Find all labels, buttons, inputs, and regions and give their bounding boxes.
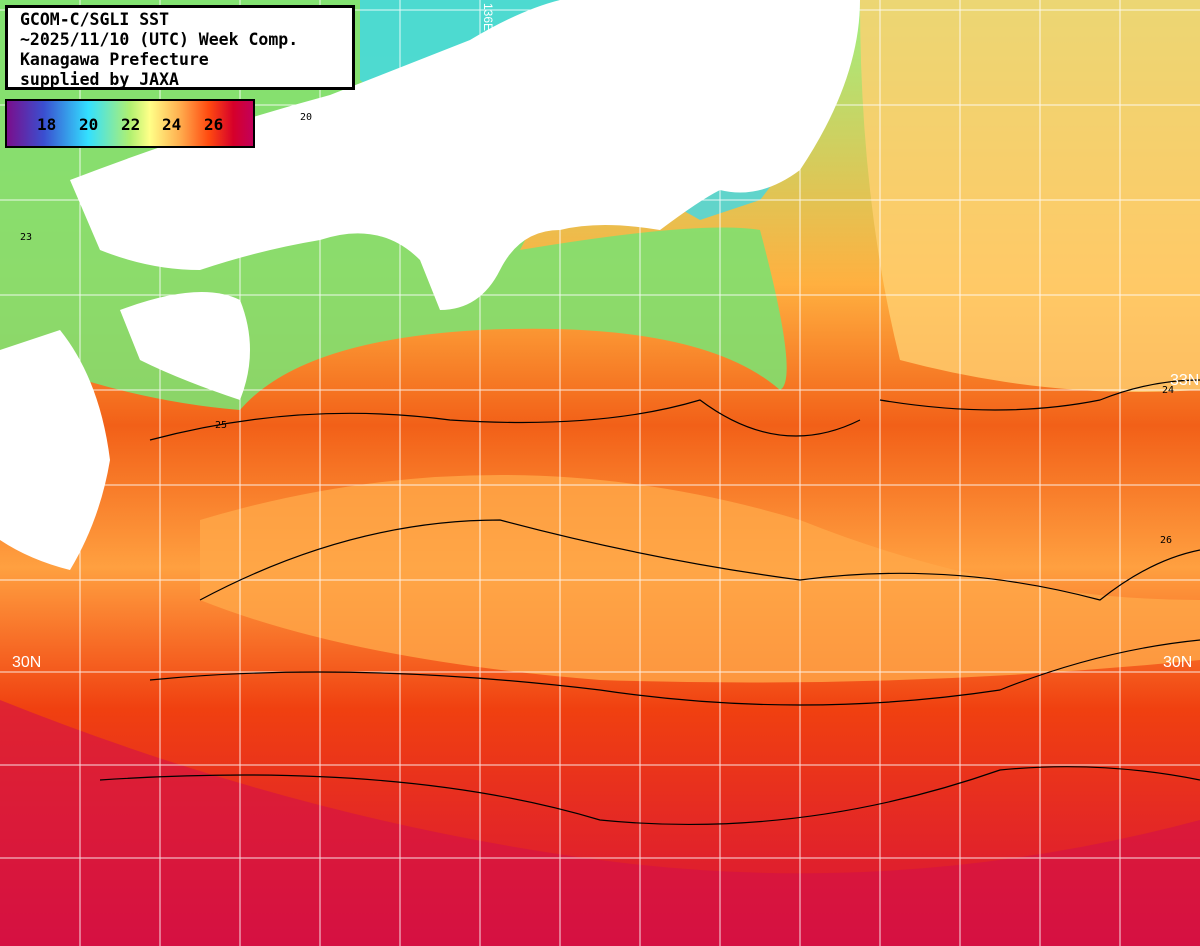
contour-label: 26 — [1160, 535, 1173, 546]
colorbar-tick: 26 — [204, 115, 224, 134]
info-date: ~2025/11/10 (UTC) Week Comp. — [20, 30, 299, 49]
warm-core-band — [200, 475, 1200, 683]
warm-south-region — [0, 700, 1200, 946]
land-honshu — [70, 0, 860, 310]
colorbar-tick: 22 — [121, 115, 141, 134]
info-credit: supplied by JAXA — [20, 70, 179, 89]
info-region: Kanagawa Prefecture — [20, 50, 209, 69]
isotherm-contours — [99, 379, 1200, 826]
cool-northeast-region — [860, 0, 1200, 392]
land-shikoku — [120, 292, 250, 400]
lat-label-30n-right: 30N — [1163, 654, 1193, 671]
contour-label: 25 — [215, 420, 228, 431]
colorbar-tick: 24 — [162, 115, 182, 134]
info-box: GCOM-C/SGLI SST ~2025/11/10 (UTC) Week C… — [5, 5, 355, 90]
contour-label: 24 — [1162, 385, 1175, 396]
colorbar-tick: 18 — [37, 115, 57, 134]
lat-label-33n: 33N — [1170, 372, 1200, 389]
lon-label-top: 136E — [481, 2, 496, 32]
colorbar-tick: 20 — [79, 115, 99, 134]
contour-label: 23 — [20, 232, 33, 243]
info-title: GCOM-C/SGLI SST — [20, 10, 170, 29]
contour-label: 20 — [300, 112, 313, 123]
lat-label-30n-left: 30N — [12, 654, 42, 671]
color-bar-legend: 18 20 22 24 26 — [5, 99, 255, 148]
